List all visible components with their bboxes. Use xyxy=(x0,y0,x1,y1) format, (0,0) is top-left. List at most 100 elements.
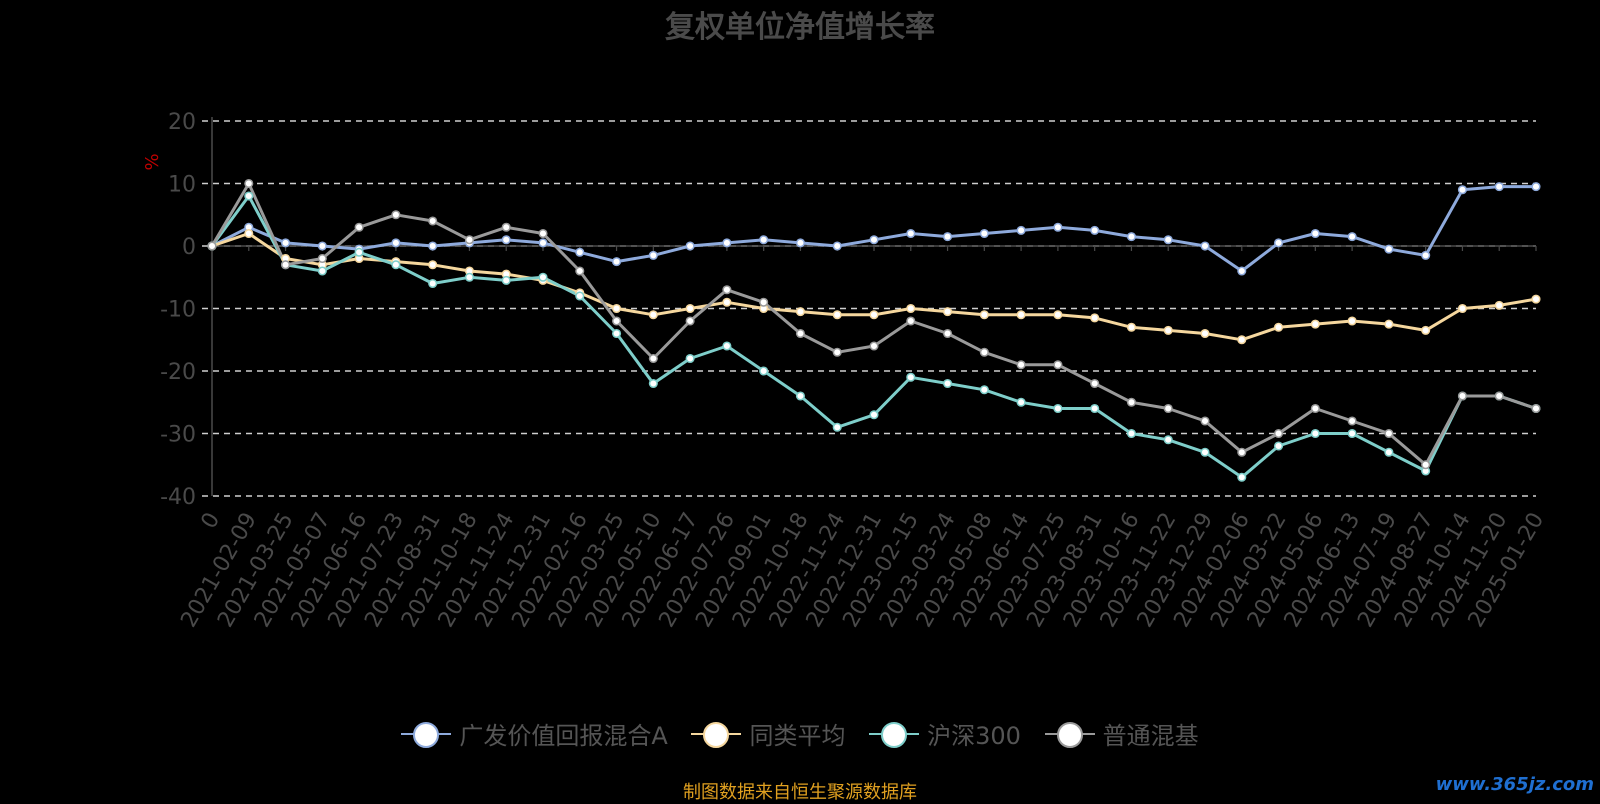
data-point xyxy=(1163,235,1173,245)
legend-item-csi300[interactable]: 沪深300 xyxy=(869,716,1021,751)
data-point xyxy=(1421,325,1431,335)
data-point xyxy=(832,310,842,320)
legend-label-mixed-fund: 普通混基 xyxy=(1102,722,1199,750)
data-point xyxy=(1090,378,1100,389)
data-point xyxy=(1126,428,1136,439)
data-point xyxy=(428,260,438,270)
data-point xyxy=(869,410,879,420)
data-point xyxy=(501,235,511,245)
data-point xyxy=(281,238,291,248)
legend-item-peer-average[interactable]: 同类平均 xyxy=(691,716,845,751)
data-point xyxy=(685,353,695,364)
data-point xyxy=(1347,232,1357,242)
data-point xyxy=(759,366,769,376)
data-point xyxy=(1274,322,1284,332)
data-point xyxy=(943,378,953,389)
legend: 广发价值回报混合A 同类平均 沪深300 普通混基 xyxy=(0,716,1600,752)
data-point xyxy=(1016,225,1026,235)
data-point xyxy=(1016,397,1026,407)
data-point xyxy=(612,316,622,326)
data-point xyxy=(759,297,769,307)
y-tick-label: 0 xyxy=(182,235,196,260)
data-point xyxy=(317,253,327,264)
data-point xyxy=(501,275,511,285)
data-point xyxy=(575,266,585,276)
data-point xyxy=(391,260,401,270)
data-point xyxy=(869,341,879,351)
data-point xyxy=(464,272,474,282)
data-point xyxy=(1200,328,1210,339)
data-point xyxy=(795,307,805,317)
data-point xyxy=(575,247,585,257)
data-point xyxy=(1531,294,1541,304)
data-point xyxy=(354,247,364,257)
data-point xyxy=(1016,310,1026,320)
data-point xyxy=(722,238,732,248)
data-point xyxy=(538,238,548,248)
data-point xyxy=(869,235,879,245)
data-point xyxy=(869,310,879,320)
data-point xyxy=(1531,403,1541,414)
data-point xyxy=(1090,225,1100,235)
data-point xyxy=(612,328,622,339)
data-point xyxy=(759,235,769,245)
data-point xyxy=(1310,319,1320,329)
data-point xyxy=(685,241,695,251)
chart-title: 复权单位净值增长率 xyxy=(665,10,935,45)
data-point xyxy=(612,257,622,267)
y-tick-label: -30 xyxy=(160,423,196,448)
y-axis-unit-label: % xyxy=(142,153,163,170)
data-point xyxy=(575,291,585,301)
x-tick-labels: 02021-02-092021-03-252021-05-072021-06-1… xyxy=(176,509,1549,632)
data-point xyxy=(1384,244,1394,254)
data-point xyxy=(1163,403,1173,414)
data-point xyxy=(1090,313,1100,323)
data-point xyxy=(1200,447,1210,457)
data-point xyxy=(1237,472,1247,482)
data-point xyxy=(428,278,438,289)
data-point xyxy=(244,191,254,201)
data-point xyxy=(1347,316,1357,326)
data-point xyxy=(1347,416,1357,426)
legend-marker-fund xyxy=(401,721,452,748)
data-point xyxy=(1163,325,1173,335)
data-point xyxy=(1200,416,1210,426)
data-point xyxy=(207,241,217,251)
series-line-3 xyxy=(210,182,1537,467)
data-point xyxy=(1457,303,1467,314)
data-point xyxy=(832,422,842,432)
data-point xyxy=(391,210,401,220)
data-point xyxy=(538,272,548,282)
data-point xyxy=(943,328,953,339)
data-point xyxy=(979,385,989,395)
data-point xyxy=(795,328,805,339)
watermark: www.365jz.com xyxy=(1435,774,1594,795)
data-point xyxy=(1237,447,1247,457)
axes: 20 10 0 -10 -20 -30 -40% xyxy=(142,110,1537,510)
data-point xyxy=(648,353,658,364)
legend-marker-csi300 xyxy=(869,721,920,748)
data-point xyxy=(1384,319,1394,329)
data-point xyxy=(1384,447,1394,457)
data-point xyxy=(1494,391,1504,401)
data-point xyxy=(244,228,254,239)
data-point xyxy=(906,303,916,314)
data-point xyxy=(1347,428,1357,439)
data-point xyxy=(1494,182,1504,192)
legend-item-mixed-fund[interactable]: 普通混基 xyxy=(1044,716,1199,751)
data-point xyxy=(906,228,916,239)
series-lines xyxy=(207,178,1541,482)
data-point xyxy=(1053,310,1063,320)
y-tick-label: -10 xyxy=(160,298,196,323)
data-point xyxy=(1457,391,1467,401)
data-point xyxy=(1090,403,1100,414)
y-tick-label: -40 xyxy=(160,485,196,510)
data-point xyxy=(648,250,658,260)
data-point xyxy=(1053,360,1063,370)
data-point xyxy=(1053,222,1063,232)
data-point xyxy=(1053,403,1063,414)
data-point xyxy=(1200,241,1210,251)
data-point xyxy=(795,391,805,401)
legend-item-fund[interactable]: 广发价值回报混合A xyxy=(401,716,668,751)
